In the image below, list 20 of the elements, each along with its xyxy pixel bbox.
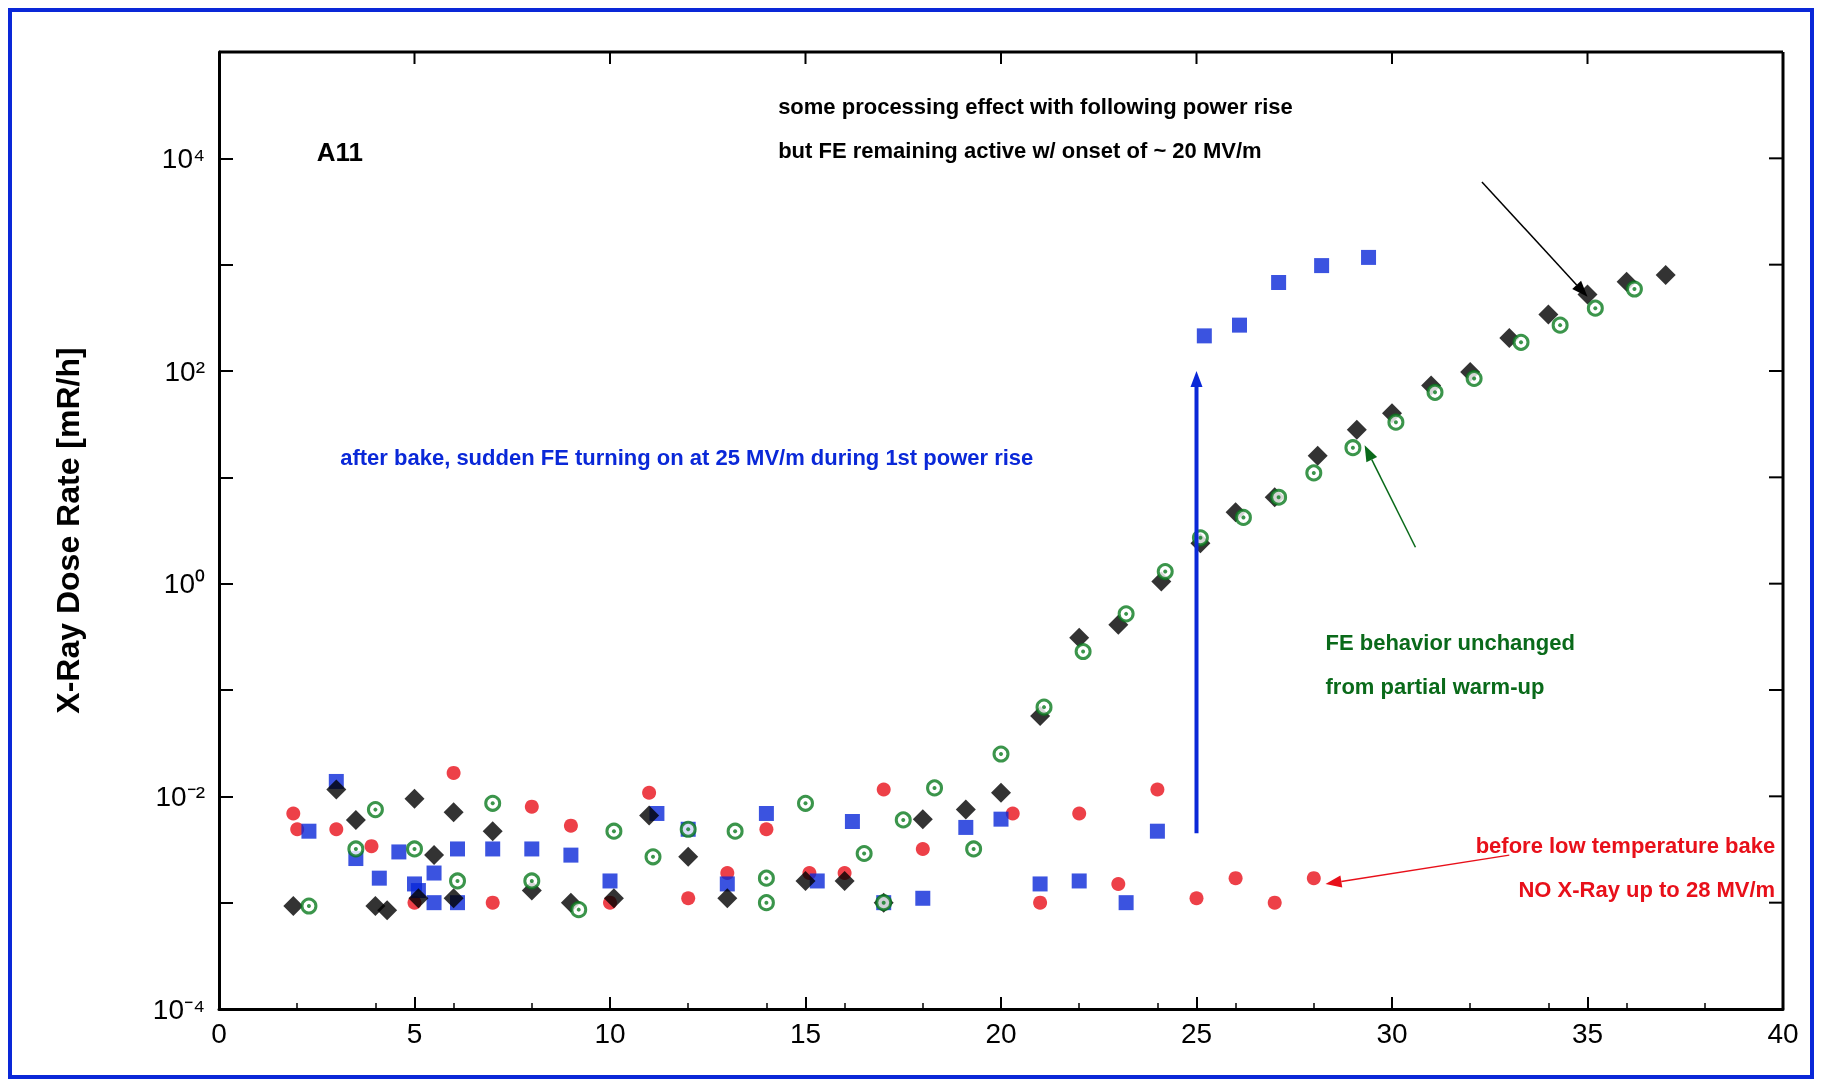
y-tick-label: 10⁰ <box>163 568 205 600</box>
x-tick-label: 20 <box>985 1017 1017 1049</box>
y-axis-title: X-Ray Dose Rate [mR/h] <box>50 347 86 714</box>
y-tick-label: 10⁻⁴ <box>152 993 205 1025</box>
x-tick-label: 30 <box>1376 1017 1408 1049</box>
annotation: after bake, sudden FE turning on at 25 MV/m during 1st power rise <box>340 444 1034 470</box>
x-tick-label: 0 <box>211 1017 227 1049</box>
x-tick-label: 10 <box>594 1017 626 1049</box>
annotation: some processing effect with following power rise but FE remaining active w/ onset of ~ 20 MV/m <box>778 93 1293 163</box>
y-tick-label: 10⁻² <box>155 780 205 812</box>
annotation: FE behavior unchanged from partial warm-up <box>1325 630 1575 700</box>
annotation: before low temperature bake NO X-Ray up to 28 MV/m <box>1475 833 1776 903</box>
x-tick-label: 25 <box>1180 1017 1213 1049</box>
x-tick-label: 15 <box>789 1017 822 1049</box>
y-tick-label: 10² <box>164 355 205 387</box>
annotation: A11 <box>316 137 364 168</box>
x-tick-label: 5 <box>406 1017 423 1049</box>
y-tick-label: 10⁴ <box>161 142 205 174</box>
x-tick-label: 40 <box>1767 1017 1799 1049</box>
x-tick-label: 35 <box>1571 1017 1604 1049</box>
